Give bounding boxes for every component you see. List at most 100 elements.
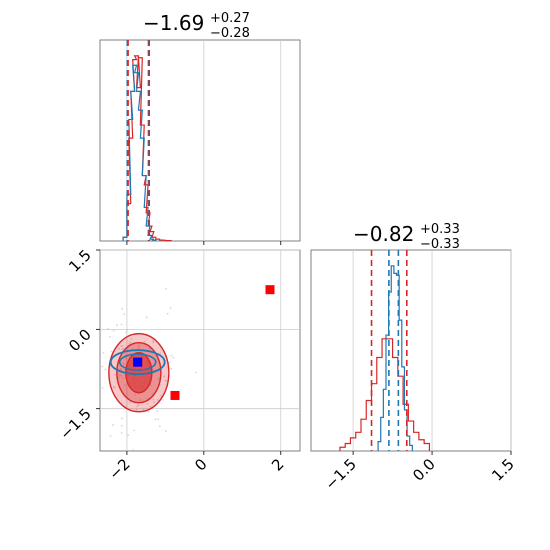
sample-point bbox=[114, 373, 116, 376]
sample-point bbox=[121, 308, 124, 310]
sample-point bbox=[152, 339, 155, 342]
sample-point bbox=[152, 341, 155, 344]
sample-point bbox=[125, 331, 127, 334]
sample-point bbox=[195, 371, 198, 374]
histogram-param2-red bbox=[339, 338, 431, 451]
sample-point bbox=[149, 384, 152, 387]
sample-point bbox=[146, 403, 149, 405]
sample-point bbox=[122, 344, 124, 347]
sample-point bbox=[120, 374, 123, 377]
sample-point bbox=[159, 352, 162, 355]
sample-point bbox=[147, 411, 150, 413]
sample-point bbox=[129, 341, 132, 344]
title-param2: −0.82 +0.33 −0.33 bbox=[353, 222, 460, 252]
sample-point bbox=[170, 367, 173, 370]
sample-point bbox=[101, 387, 104, 390]
title-param2-plus: +0.33 bbox=[420, 222, 460, 237]
sample-point bbox=[117, 376, 120, 379]
tick-label-x-param2: 0.0 bbox=[409, 455, 439, 485]
sample-point bbox=[101, 365, 104, 368]
marker-red-square bbox=[265, 285, 275, 295]
sample-point bbox=[128, 401, 131, 404]
sample-point bbox=[110, 350, 113, 353]
sample-point bbox=[128, 342, 131, 345]
title-param1: −1.69 +0.27 −0.28 bbox=[143, 11, 250, 41]
histogram-param1-panel bbox=[99, 39, 301, 242]
contour-blue-outer bbox=[109, 349, 166, 376]
tick-label-x-param1: 2 bbox=[268, 455, 287, 474]
sample-point bbox=[145, 316, 148, 319]
sample-point bbox=[126, 328, 129, 331]
sample-point bbox=[122, 377, 125, 380]
sample-point bbox=[132, 449, 134, 452]
sample-point bbox=[149, 405, 152, 408]
sample-point bbox=[163, 375, 166, 378]
histogram-param2-panel bbox=[310, 249, 512, 452]
joint-distribution-panel bbox=[99, 249, 301, 452]
title-param1-value: −1.69 bbox=[143, 11, 204, 35]
sample-point bbox=[118, 347, 120, 350]
sample-point bbox=[128, 355, 130, 358]
tick-label-x-param1: 0 bbox=[191, 455, 210, 474]
sample-point bbox=[120, 345, 122, 348]
tick-label-y-param2: −1.5 bbox=[56, 405, 94, 443]
sample-point bbox=[120, 431, 123, 434]
sample-point bbox=[154, 418, 157, 421]
sample-point bbox=[119, 368, 122, 371]
sample-point bbox=[153, 401, 155, 404]
title-param1-plus: +0.27 bbox=[210, 11, 250, 26]
sample-point bbox=[165, 430, 167, 432]
sample-point bbox=[165, 287, 167, 290]
title-param1-minus: −0.28 bbox=[210, 26, 250, 41]
sample-point bbox=[156, 410, 159, 413]
sample-point bbox=[170, 354, 173, 357]
sample-point bbox=[120, 323, 123, 326]
sample-point bbox=[114, 386, 116, 389]
sample-point bbox=[122, 362, 125, 365]
sample-point bbox=[122, 347, 125, 350]
sample-point bbox=[161, 398, 164, 401]
sample-point bbox=[115, 324, 118, 327]
sample-point bbox=[118, 374, 121, 377]
sample-point bbox=[109, 435, 112, 438]
sample-point bbox=[138, 345, 140, 348]
sample-point bbox=[148, 347, 151, 350]
sample-point bbox=[143, 340, 146, 343]
sample-point bbox=[165, 380, 168, 383]
sample-point bbox=[137, 347, 140, 350]
contour-blue-inner bbox=[118, 353, 157, 371]
sample-point bbox=[142, 408, 145, 411]
tick-label-x-param2: −1.5 bbox=[321, 455, 359, 493]
sample-point bbox=[120, 417, 123, 420]
sample-point bbox=[136, 405, 138, 408]
sample-point bbox=[107, 327, 110, 330]
sample-point bbox=[104, 368, 107, 371]
sample-point bbox=[102, 351, 105, 354]
sample-point bbox=[168, 361, 171, 364]
title-param2-value: −0.82 bbox=[353, 222, 414, 246]
histogram-param1-blue bbox=[122, 64, 157, 241]
sample-point bbox=[169, 307, 172, 310]
sample-point bbox=[160, 395, 163, 397]
sample-point bbox=[151, 368, 154, 371]
marker-red-square bbox=[170, 390, 180, 400]
sample-point bbox=[135, 409, 138, 411]
tick-label-y-param2: 0.0 bbox=[65, 325, 95, 355]
sample-point bbox=[157, 418, 160, 420]
sample-point bbox=[123, 313, 126, 316]
sample-point bbox=[127, 434, 130, 436]
sample-point bbox=[152, 398, 155, 401]
sample-point bbox=[158, 425, 161, 428]
sample-point bbox=[124, 357, 127, 360]
sample-point bbox=[137, 404, 140, 407]
sample-point bbox=[139, 399, 142, 401]
tick-label-x-param1: −2 bbox=[105, 455, 133, 483]
sample-point bbox=[109, 335, 112, 338]
sample-point bbox=[112, 424, 114, 426]
sample-point bbox=[156, 399, 159, 401]
sample-point bbox=[120, 424, 123, 427]
tick-label-y-param2: 1.5 bbox=[65, 246, 95, 276]
tick-label-x-param2: 1.5 bbox=[488, 455, 518, 485]
sample-point bbox=[172, 356, 175, 359]
